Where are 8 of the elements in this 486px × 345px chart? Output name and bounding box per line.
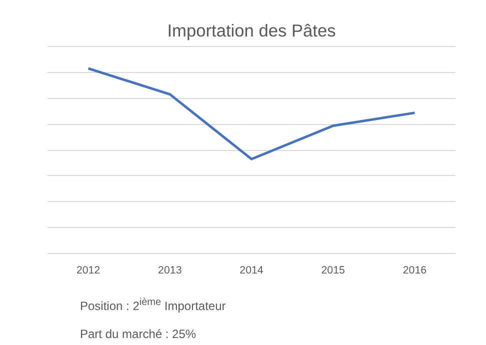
x-tick-label: 2016 <box>402 264 427 276</box>
x-tick-label: 2014 <box>240 264 264 276</box>
text: Part du marché : 25% <box>80 326 196 344</box>
x-tick-label: 2012 <box>76 264 100 276</box>
x-tick-label: 2013 <box>158 264 182 276</box>
chart-title: Importation des Pâtes <box>167 20 336 40</box>
x-tick-label: 2015 <box>321 264 346 276</box>
text: Position : 2$^{ième}$ Importateur <box>80 296 226 315</box>
